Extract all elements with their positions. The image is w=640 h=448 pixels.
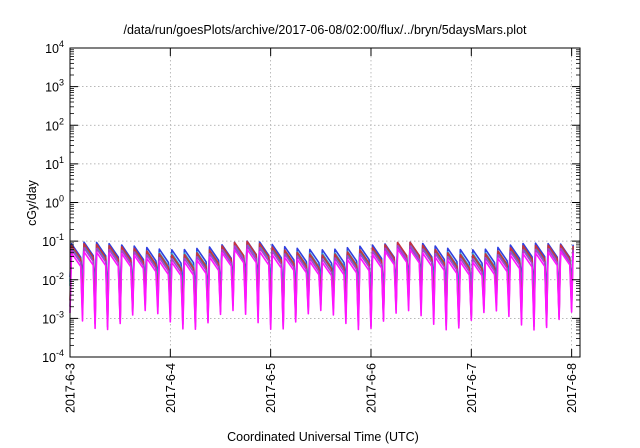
series-line-6 <box>69 248 574 331</box>
series-lines <box>69 240 574 331</box>
x-tick-label: 2017-6-7 <box>465 363 479 413</box>
x-axis-label: Coordinated Universal Time (UTC) <box>227 430 419 444</box>
y-tick-label: 101 <box>45 155 64 172</box>
x-tick-label: 2017-6-6 <box>364 363 378 413</box>
x-axis: 2017-6-3 2017-6-4 2017-6-5 2017-6-6 2017-6-7… <box>64 48 579 413</box>
y-tick-label: 100 <box>45 194 64 211</box>
y-tick-label: 103 <box>45 78 64 95</box>
y-tick-label: 10-2 <box>42 271 64 288</box>
grid-lines <box>70 48 580 357</box>
y-tick-label: 104 <box>45 39 64 56</box>
y-tick-label: 10-4 <box>42 348 64 365</box>
x-tick-label: 2017-6-8 <box>565 363 579 413</box>
y-tick-label: 102 <box>45 116 64 133</box>
x-tick-label: 2017-6-4 <box>164 363 178 413</box>
y-tick-label: 10-1 <box>42 232 64 249</box>
y-axis-label: cGy/day <box>25 179 39 226</box>
x-tick-label: 2017-6-5 <box>264 363 278 413</box>
x-tick-label: 2017-6-3 <box>64 363 78 413</box>
y-tick-label: 10-3 <box>42 309 64 326</box>
chart-title: /data/run/goesPlots/archive/2017-06-08/0… <box>123 23 527 37</box>
y-axis: 10-4 10-3 10-2 10-1 100 101 102 103 104 <box>42 39 580 365</box>
